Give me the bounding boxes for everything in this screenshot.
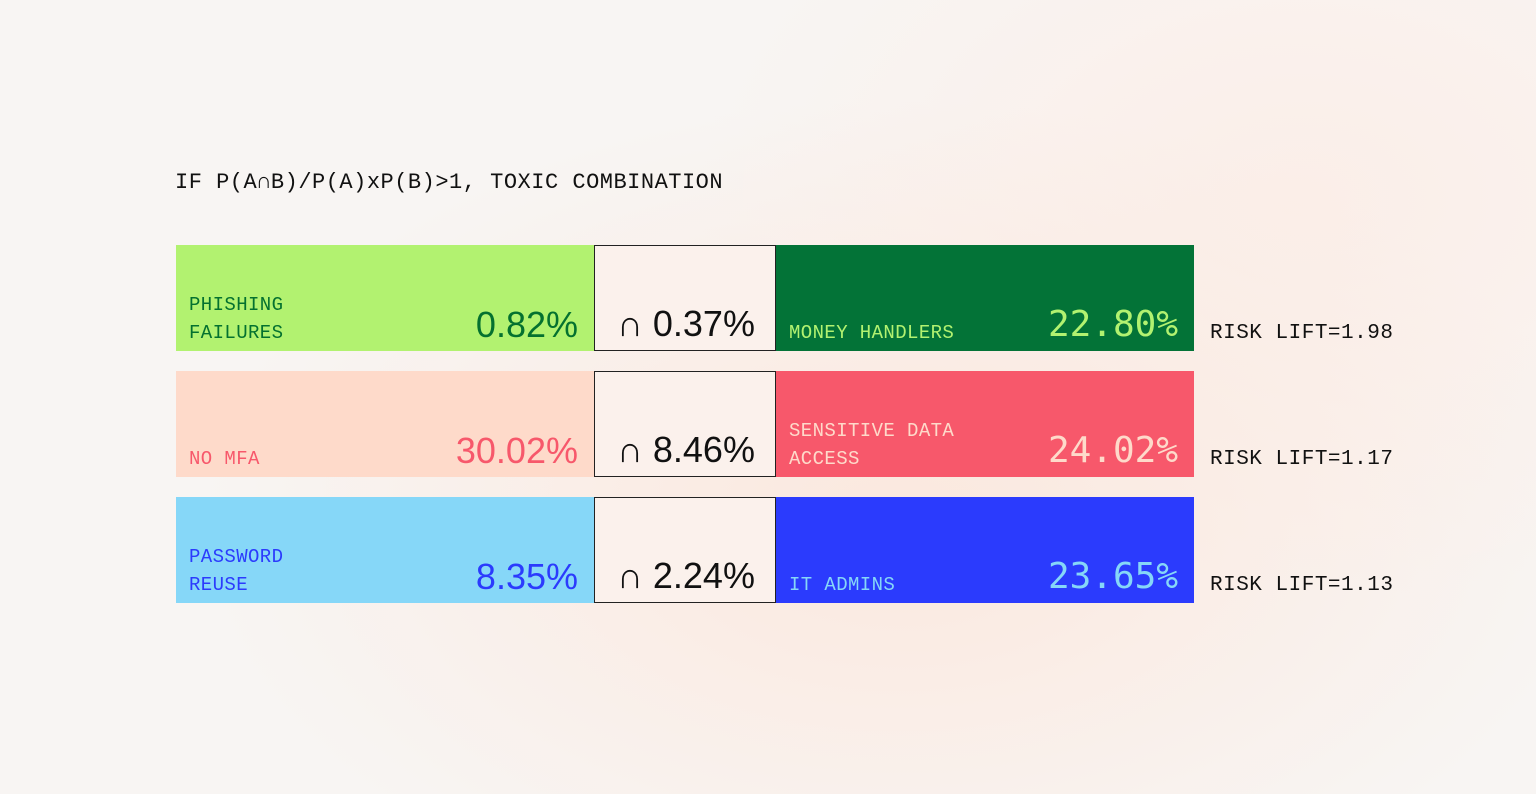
intersection-box: ∩ 8.46% [594, 371, 776, 477]
intersection-box: ∩ 0.37% [594, 245, 776, 351]
factor-b-box: MONEY HANDLERS 22.80% [776, 245, 1194, 351]
factor-a-label: PASSWORD REUSE [189, 546, 284, 596]
factor-b-box: SENSITIVE DATA ACCESS 24.02% [776, 371, 1194, 477]
factor-b-box: IT ADMINS 23.65% [776, 497, 1194, 603]
factor-a-value: 0.82% [475, 304, 578, 345]
factor-a-box: PASSWORD REUSE 8.35% [176, 497, 594, 603]
factor-a-label: NO MFA [189, 448, 260, 470]
intersection-value: ∩ 0.37% [617, 303, 755, 344]
combination-row-phishing-money: PHISHING FAILURES 0.82% ∩ 0.37% MONEY HA… [176, 245, 1476, 351]
factor-a-box: PHISHING FAILURES 0.82% [176, 245, 594, 351]
factor-a-label: PHISHING FAILURES [189, 294, 284, 344]
intersection-value: ∩ 8.46% [617, 429, 755, 470]
factor-b-value: 22.80% [1047, 304, 1178, 345]
factor-b-label: MONEY HANDLERS [789, 322, 955, 344]
factor-b-label: IT ADMINS [789, 574, 896, 596]
risk-lift: RISK LIFT=1.17 [1210, 448, 1394, 471]
combination-row-mfa-sensitive: NO MFA 30.02% ∩ 8.46% SENSITIVE DATA ACC… [176, 371, 1476, 477]
formula-title: IF P(A∩B)/P(A)xP(B)>1, TOXIC COMBINATION [175, 170, 724, 195]
intersection-box: ∩ 2.24% [594, 497, 776, 603]
factor-b-label: SENSITIVE DATA ACCESS [789, 420, 955, 470]
factor-a-value: 8.35% [475, 556, 578, 597]
factor-a-value: 30.02% [455, 430, 578, 471]
combination-row-password-admins: PASSWORD REUSE 8.35% ∩ 2.24% IT ADMINS 2… [176, 497, 1476, 603]
risk-lift: RISK LIFT=1.98 [1210, 322, 1394, 345]
factor-b-value: 23.65% [1047, 556, 1178, 597]
intersection-value: ∩ 2.24% [617, 555, 755, 596]
factor-a-box: NO MFA 30.02% [176, 371, 594, 477]
factor-b-value: 24.02% [1047, 430, 1178, 471]
risk-lift: RISK LIFT=1.13 [1210, 574, 1394, 597]
